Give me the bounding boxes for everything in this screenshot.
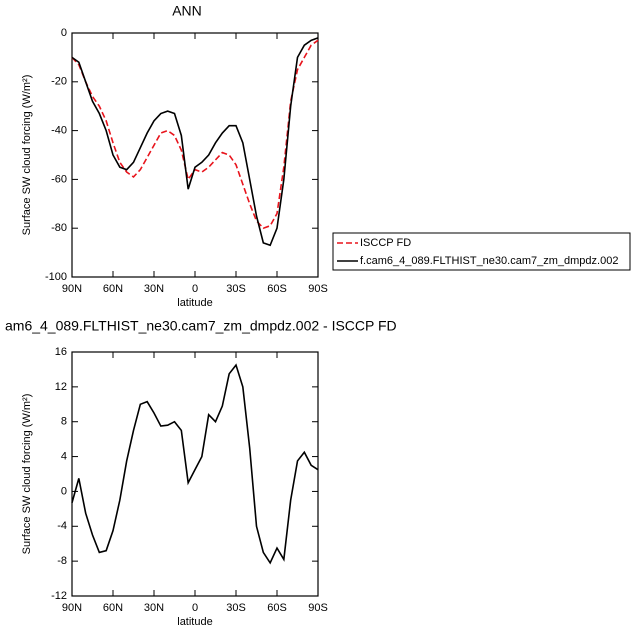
y-tick-label: -8 (57, 555, 67, 567)
x-tick-label: 60S (267, 283, 287, 295)
y-tick-label: 0 (61, 485, 67, 497)
y-tick-label: -80 (51, 222, 67, 234)
x-tick-label: 60N (103, 602, 123, 614)
legend-box (332, 232, 631, 271)
x-axis-label: latitude (177, 616, 212, 628)
x-axis-label: latitude (177, 297, 212, 309)
x-tick-label: 60N (103, 283, 123, 295)
x-tick-label: 30S (226, 602, 246, 614)
y-tick-label: 16 (55, 346, 67, 358)
chart-title: ANN (172, 3, 202, 19)
x-tick-label: 90N (62, 283, 82, 295)
x-tick-label: 0 (192, 602, 198, 614)
data-line (71, 37, 319, 247)
y-tick-label: -100 (45, 271, 67, 283)
x-tick-label: 60S (267, 602, 287, 614)
x-tick-label: 90N (62, 602, 82, 614)
y-tick-label: -12 (51, 590, 67, 602)
x-tick-label: 90S (308, 602, 328, 614)
legend-label: ISCCP FD (360, 237, 411, 249)
y-tick-label: -60 (51, 173, 67, 185)
x-tick-label: 30S (226, 283, 246, 295)
y-tick-label: 8 (61, 416, 67, 428)
x-tick-label: 30N (144, 602, 164, 614)
y-tick-label: -4 (57, 520, 67, 532)
y-tick-label: -40 (51, 125, 67, 137)
data-line (71, 363, 319, 565)
plot-frame (71, 351, 319, 597)
y-tick-label: 4 (61, 450, 67, 462)
chart-title: am6_4_089.FLTHIST_ne30.cam7_zm_dmpdz.002… (5, 318, 397, 334)
y-tick-label: -20 (51, 76, 67, 88)
legend-label: f.cam6_4_089.FLTHIST_ne30.cam7_zm_dmpdz.… (360, 255, 618, 267)
x-tick-label: 0 (192, 283, 198, 295)
y-tick-label: 12 (55, 381, 67, 393)
x-tick-label: 30N (144, 283, 164, 295)
x-tick-label: 90S (308, 283, 328, 295)
y-axis-label: Surface SW cloud forcing (W/m²) (21, 394, 33, 555)
plot-frame (71, 32, 319, 278)
y-axis-label: Surface SW cloud forcing (W/m²) (21, 75, 33, 236)
y-tick-label: 0 (61, 27, 67, 39)
